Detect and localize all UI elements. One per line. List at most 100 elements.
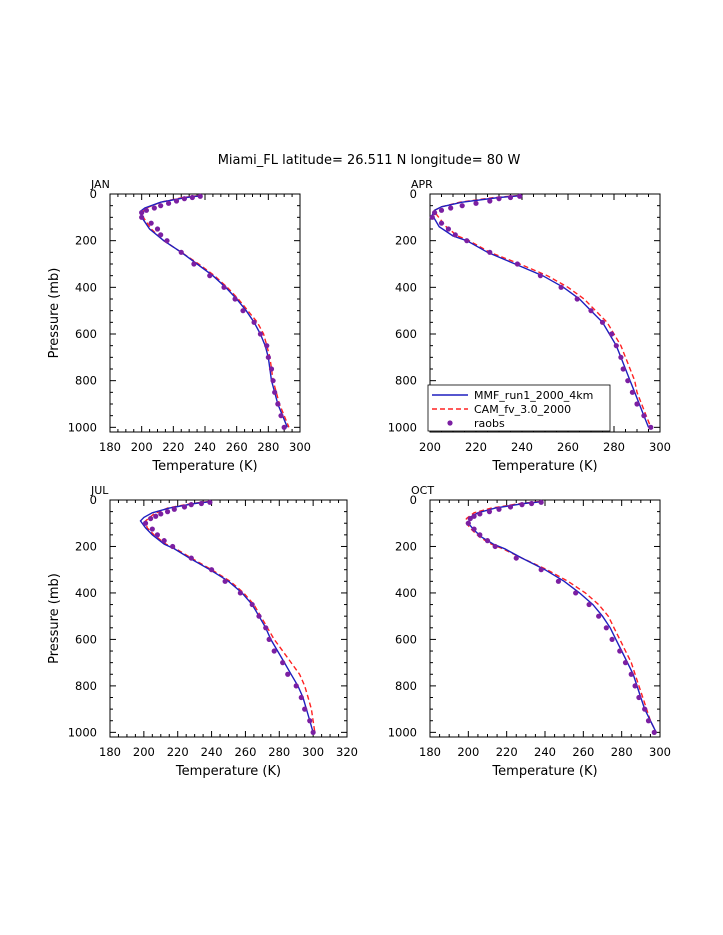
raobs-point	[222, 578, 228, 584]
raobs-point	[429, 214, 435, 220]
panel-label: APR	[411, 178, 433, 191]
raobs-point	[514, 261, 521, 267]
raobs-point	[280, 660, 286, 666]
plot-frame	[429, 499, 661, 738]
raobs-point	[256, 613, 262, 619]
raobs-point	[148, 515, 154, 522]
plot-frame	[109, 499, 348, 738]
raobs-point	[629, 389, 636, 395]
raobs-point	[307, 718, 313, 724]
x-tick-label: 260	[557, 440, 579, 454]
y-tick-label: 400	[75, 280, 97, 294]
raobs-point	[574, 296, 580, 302]
raobs-point	[302, 706, 308, 712]
x-tick-label: 300	[302, 745, 324, 759]
raobs-point	[471, 526, 477, 532]
raobs-point	[477, 511, 483, 517]
raobs-point	[275, 401, 281, 407]
x-tick-label: 180	[419, 745, 441, 759]
raobs-point	[154, 226, 161, 232]
raobs-point	[221, 284, 227, 290]
y-axis-label: Pressure (mb)	[47, 573, 62, 664]
legend-label: CAM_fv_3.0_2000	[474, 403, 571, 416]
raobs-point	[189, 194, 195, 201]
raobs-point	[641, 413, 647, 419]
panel-apr: APR 200 220 240 260 280 300 0 200 400 600 800 1000 Te…	[388, 178, 671, 474]
raobs-point	[158, 203, 164, 209]
raobs-point	[555, 578, 562, 584]
y-tick-label: 400	[75, 586, 97, 600]
raobs-point	[198, 500, 205, 507]
raobs-point	[603, 625, 609, 631]
raobs-point	[154, 532, 160, 538]
x-tick-label: 240	[201, 745, 223, 759]
raobs-point	[632, 683, 638, 689]
x-tick-label: 280	[257, 440, 279, 454]
x-tick-label: 200	[131, 440, 153, 454]
raobs-point	[496, 196, 502, 202]
raobs-point	[507, 194, 514, 201]
raobs-point	[207, 499, 213, 505]
cam-line	[140, 194, 290, 428]
raobs-point	[240, 308, 246, 314]
raobs-point	[281, 424, 287, 430]
raobs-point	[143, 207, 150, 213]
raobs-point	[519, 502, 525, 508]
cam-line	[465, 500, 657, 733]
raobs-point	[507, 504, 514, 510]
mmf-line	[467, 500, 657, 733]
y-tick-label: 200	[75, 234, 97, 248]
raobs-point	[459, 203, 465, 209]
raobs-point	[617, 648, 623, 654]
x-tick-label: 180	[99, 440, 121, 454]
legend-label: MMF_run1_2000_4km	[474, 389, 593, 402]
raobs-point	[293, 683, 299, 689]
raobs-point	[438, 220, 445, 226]
raobs-point	[148, 220, 154, 226]
raobs-point	[618, 354, 624, 360]
y-tick-label: 1000	[388, 420, 417, 434]
raobs-point	[558, 284, 564, 290]
raobs-point	[538, 499, 544, 505]
x-tick-label: 200	[419, 440, 441, 454]
raobs-point	[487, 249, 493, 255]
x-tick-label: 220	[162, 440, 184, 454]
x-tick-label: 260	[234, 745, 256, 759]
x-tick-label: 240	[194, 440, 216, 454]
panel-label: JAN	[90, 178, 110, 191]
raobs-point	[264, 343, 270, 349]
legend-label: raobs	[474, 417, 505, 430]
raobs-point	[173, 198, 180, 204]
y-tick-label: 600	[395, 632, 417, 646]
x-axis-label: Temperature (K)	[175, 764, 281, 779]
raobs-point	[609, 331, 615, 337]
raobs-point	[452, 232, 458, 238]
raobs-point	[178, 249, 184, 255]
raobs-point	[636, 694, 642, 701]
raobs-point	[257, 331, 264, 337]
raobs-point	[161, 538, 167, 544]
raobs-point	[285, 671, 291, 677]
raobs-point	[191, 261, 197, 267]
raobs-point	[265, 354, 271, 360]
raobs-point	[170, 543, 176, 550]
y-tick-label: 800	[75, 374, 97, 388]
panel-label: OCT	[411, 484, 434, 497]
raobs-point	[432, 210, 438, 216]
raobs-point	[232, 296, 238, 302]
y-tick-label: 0	[410, 187, 417, 201]
raobs-point	[628, 671, 634, 677]
y-tick-label: 1000	[68, 725, 97, 739]
x-tick-label: 260	[572, 745, 594, 759]
raobs-point	[164, 238, 170, 244]
raobs-point	[165, 200, 172, 206]
y-tick-label: 1000	[388, 725, 417, 739]
raobs-point	[651, 729, 657, 735]
y-tick-label: 600	[75, 327, 97, 341]
x-tick-label: 300	[289, 440, 311, 454]
y-tick-label: 800	[395, 679, 417, 693]
legend-swatch	[447, 420, 453, 426]
x-tick-label: 300	[649, 745, 671, 759]
raobs-point	[596, 613, 602, 619]
